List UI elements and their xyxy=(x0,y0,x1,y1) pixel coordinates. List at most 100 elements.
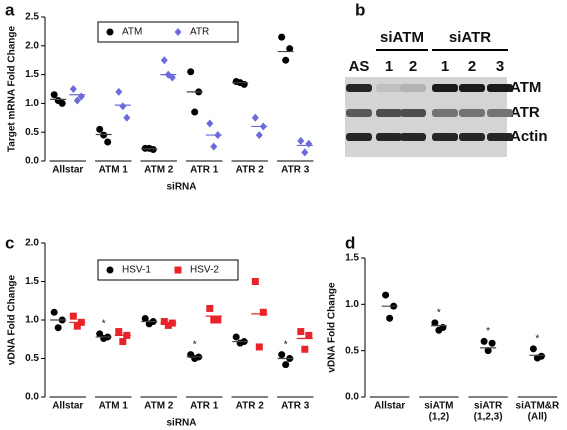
y-axis-label: vDNA Fold Change xyxy=(327,282,338,373)
y-tick-label: 0.5 xyxy=(25,353,39,364)
point xyxy=(54,324,62,332)
lane-label: 2 xyxy=(468,58,476,75)
blot-group: siATM xyxy=(380,29,424,46)
y-tick-label: 0.0 xyxy=(345,392,359,403)
band xyxy=(432,84,458,92)
point xyxy=(191,108,199,116)
point xyxy=(123,113,131,122)
point xyxy=(54,97,62,105)
legend-box xyxy=(97,21,239,43)
panel-letter: c xyxy=(5,233,14,252)
significance-star: * xyxy=(284,339,288,350)
point xyxy=(529,345,537,353)
band-label: ATM xyxy=(510,79,541,96)
lane-label: 3 xyxy=(496,58,504,75)
x-tick-label: (1,2) xyxy=(429,412,450,423)
x-tick-label: ATM 2 xyxy=(144,401,174,412)
y-tick-label: 2.0 xyxy=(25,238,39,249)
y-axis-label: Target mRNA Fold Change xyxy=(7,26,18,153)
y-tick-label: 0.0 xyxy=(25,156,39,167)
y-tick-label: 1.0 xyxy=(25,315,39,326)
point xyxy=(164,321,172,329)
lane-label: 1 xyxy=(385,58,393,75)
y-tick-label: 0.0 xyxy=(25,392,39,403)
significance-star: * xyxy=(102,319,106,330)
point xyxy=(305,139,313,148)
point xyxy=(251,278,259,285)
point xyxy=(286,45,294,53)
x-tick-label: ATR 2 xyxy=(236,401,265,412)
x-tick-label: siATM xyxy=(424,401,453,412)
point xyxy=(141,314,149,322)
band xyxy=(346,109,372,117)
band xyxy=(459,133,485,141)
lane-label: AS xyxy=(349,58,370,75)
legend-box xyxy=(97,259,239,281)
point xyxy=(115,87,123,96)
point xyxy=(115,328,123,336)
legend-marker xyxy=(106,266,114,274)
band xyxy=(346,133,372,141)
band xyxy=(487,109,513,117)
x-tick-label: ATR 1 xyxy=(190,165,219,176)
point xyxy=(206,304,214,312)
x-tick-label: ATR 2 xyxy=(236,165,265,176)
legend-label: HSV-1 xyxy=(122,265,151,276)
band-label: Actin xyxy=(510,128,548,145)
point xyxy=(282,56,290,64)
y-tick-label: 1.0 xyxy=(25,98,39,109)
y-tick-label: 1.5 xyxy=(345,253,359,264)
point xyxy=(160,318,168,326)
point xyxy=(297,136,305,145)
x-tick-label: Allstar xyxy=(52,401,83,412)
y-tick-label: 2.5 xyxy=(25,12,39,23)
point xyxy=(259,308,267,316)
y-tick-label: 0.5 xyxy=(25,127,39,138)
point xyxy=(484,347,492,355)
point xyxy=(69,85,77,93)
point xyxy=(435,326,443,334)
point xyxy=(210,316,218,324)
point xyxy=(104,138,112,146)
x-tick-label: ATM 1 xyxy=(99,165,129,176)
point xyxy=(160,56,168,65)
band xyxy=(400,84,426,92)
point xyxy=(50,308,58,316)
point xyxy=(210,142,218,151)
point xyxy=(305,331,313,339)
point xyxy=(236,339,244,347)
band xyxy=(487,84,513,92)
significance-star: * xyxy=(437,308,441,319)
significance-star: * xyxy=(535,333,539,344)
point xyxy=(119,338,127,346)
band xyxy=(400,133,426,141)
band xyxy=(459,84,485,92)
band xyxy=(376,84,402,92)
point xyxy=(214,316,222,324)
y-tick-label: 1.0 xyxy=(345,299,359,310)
x-tick-label: (All) xyxy=(528,412,547,423)
point xyxy=(301,148,309,157)
point xyxy=(191,355,199,362)
point xyxy=(232,333,240,341)
blot-group: siATR xyxy=(449,29,491,46)
point xyxy=(386,314,394,322)
point xyxy=(301,345,309,353)
x-axis-label: siRNA xyxy=(166,418,196,429)
panel-letter: b xyxy=(355,0,365,19)
significance-star: * xyxy=(486,326,490,337)
point xyxy=(431,319,439,327)
legend-marker xyxy=(174,266,182,274)
point xyxy=(206,119,214,128)
point xyxy=(382,291,390,299)
x-tick-label: siATR xyxy=(474,401,503,412)
point xyxy=(533,354,541,362)
x-tick-label: ATM 2 xyxy=(144,165,174,176)
point xyxy=(100,334,108,342)
x-tick-label: ATR 3 xyxy=(281,401,310,412)
panel-letter: a xyxy=(5,0,15,19)
point xyxy=(187,68,195,76)
legend-label: ATR xyxy=(190,27,209,38)
band xyxy=(400,109,426,117)
